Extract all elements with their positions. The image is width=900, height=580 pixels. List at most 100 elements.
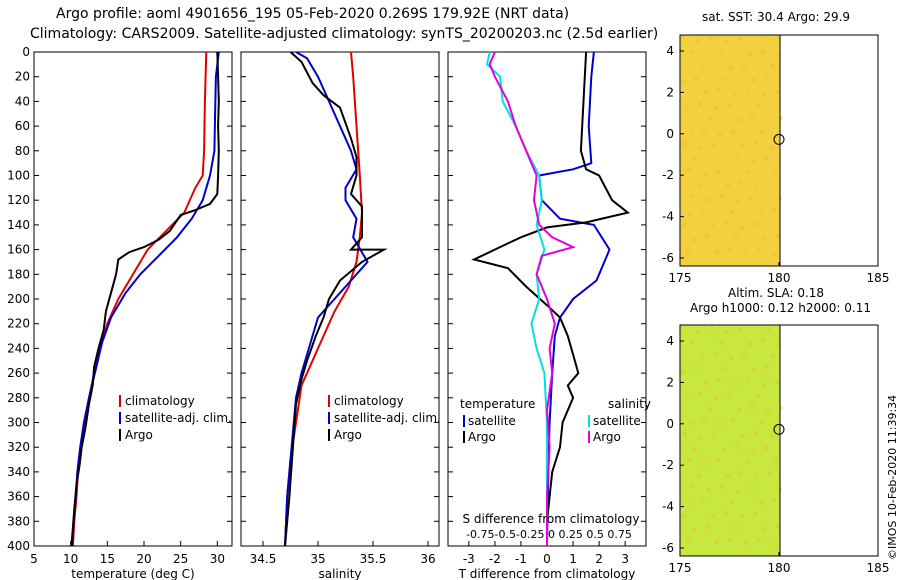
x-tick-label: -3 (463, 552, 475, 566)
map-cell (771, 354, 775, 358)
map-cell (687, 458, 691, 462)
y-tick-label: 80 (15, 144, 30, 158)
map-cell (729, 66, 733, 70)
map-cell (716, 459, 720, 463)
map-field (680, 35, 780, 266)
map-cell (763, 527, 767, 531)
map-cell (696, 39, 700, 43)
map-cell (731, 419, 735, 423)
map-cell (714, 396, 718, 400)
map-cell (760, 420, 764, 424)
map-cell (685, 395, 689, 399)
map-cell (756, 104, 760, 108)
map-cell (737, 408, 741, 412)
map-cell (681, 79, 685, 83)
map-cell (720, 195, 724, 199)
y-tick-label: 120 (7, 193, 30, 207)
map-cell (686, 249, 690, 253)
legend-label: satellite-adj. clim. (334, 411, 441, 425)
map-cell (711, 224, 715, 228)
map-field (680, 325, 780, 556)
map-y-tick-label: -2 (662, 168, 674, 182)
map-cell (698, 102, 702, 106)
profile-panel-3: -3 -2 -1 0 1 2 3T difference from climatology t… (447, 51, 651, 580)
map-cell (735, 445, 739, 449)
map-cell (756, 394, 760, 398)
map-cell (776, 524, 780, 528)
map-y-tick-label: -4 (662, 500, 674, 514)
map-cell (704, 91, 708, 95)
legend-label: climatology (334, 394, 404, 408)
map-cell (696, 329, 700, 333)
map-cell (709, 326, 713, 330)
map-y-tick-label: 2 (666, 85, 674, 99)
map-cell (700, 355, 704, 359)
map-cell (761, 339, 765, 343)
map-cell (725, 330, 729, 334)
y-tick-label: 20 (15, 70, 30, 84)
map-cell (772, 498, 776, 502)
map-cell (734, 236, 738, 240)
y-tick-label: 280 (7, 391, 30, 405)
map-cell (692, 528, 696, 532)
map-cell (723, 367, 727, 371)
map-cell (707, 198, 711, 202)
map-cell (683, 432, 687, 436)
map-cell (748, 342, 752, 346)
x-tick-label: -2 (489, 552, 501, 566)
map-cell (697, 183, 701, 187)
map-cell (731, 129, 735, 133)
x-tick-label: 30 (210, 552, 225, 566)
map-cell (705, 525, 709, 529)
map-cell (702, 418, 706, 422)
map-cell (752, 368, 756, 372)
y-tick-label: 300 (7, 416, 30, 430)
map-cell (698, 392, 702, 396)
map-cell (712, 143, 716, 147)
map-cell (767, 38, 771, 42)
map-cell (713, 62, 717, 66)
x-tick-label: 20 (136, 552, 151, 566)
y-tick-label: 0 (22, 45, 30, 59)
x-tick-label: 5 (30, 552, 38, 566)
map-y-tick-label: 0 (666, 127, 674, 141)
x-tick-label: 2 (595, 552, 603, 566)
map-cell (777, 343, 781, 347)
map-cell (770, 145, 774, 149)
x-tick-label: 1 (569, 552, 577, 566)
map-cell (764, 156, 768, 160)
legend-label: Argo (125, 428, 153, 442)
map-cell (765, 75, 769, 79)
map-cell (693, 157, 697, 161)
map-cell (712, 433, 716, 437)
map-cell (765, 365, 769, 369)
map-cell (755, 185, 759, 189)
series-line-argo (70, 51, 220, 547)
legend-title-right: salinity (608, 397, 651, 411)
map-cell (734, 526, 738, 530)
map-cell (736, 199, 740, 203)
map-cell (701, 499, 705, 503)
map-cell (766, 409, 770, 413)
map-y-tick-label: 4 (666, 334, 674, 348)
y-tick-label: 160 (7, 243, 30, 257)
map-y-tick-label: -6 (662, 251, 674, 265)
map-cell (742, 353, 746, 357)
map-cell (760, 130, 764, 134)
y-tick-label: 400 (7, 539, 30, 553)
map-cell (701, 209, 705, 213)
map-panel-2: 175 180 185 4 2 0 -2 -4 -6 (662, 324, 889, 575)
map-cell (689, 421, 693, 425)
map-cell (767, 328, 771, 332)
series-line-climatology (284, 51, 364, 547)
map-cell (703, 172, 707, 176)
map-cell (688, 502, 692, 506)
map-cell (779, 406, 783, 410)
profile-panel-2: 34.5 35 35.5 36 salinity climatology satellite… (240, 51, 441, 580)
y-tick-label: 340 (7, 465, 30, 479)
map-cell (736, 489, 740, 493)
map-bottom-title2: Argo h1000: 0.12 h2000: 0.11 (690, 301, 871, 315)
map-cell (740, 225, 744, 229)
series-line-temperature-satellite (538, 51, 611, 547)
y-tick-label: 200 (7, 292, 30, 306)
